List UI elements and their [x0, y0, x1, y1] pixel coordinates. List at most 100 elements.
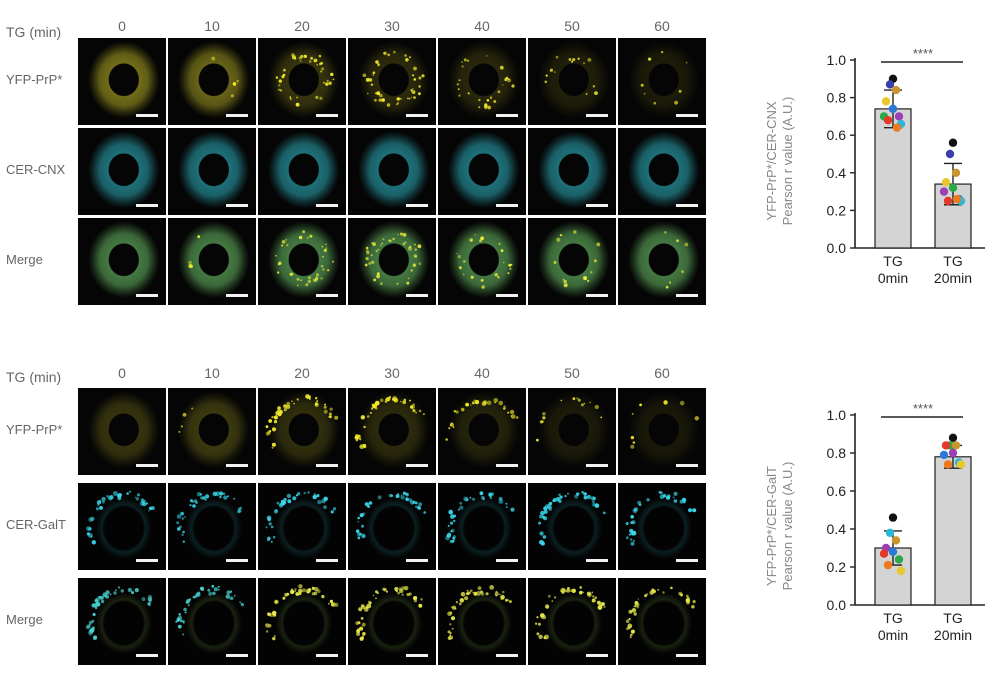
micrograph-yfp-30: [348, 388, 436, 475]
scale-bar: [676, 654, 698, 657]
y-tick-label: 0.0: [827, 240, 847, 256]
data-point: [883, 115, 893, 125]
scale-bar: [586, 559, 608, 562]
scale-bar: [496, 464, 518, 467]
row-label-cer: CER-GalT: [6, 517, 66, 532]
timepoint-0: 0: [118, 18, 126, 34]
micrograph-cer-0: [78, 128, 166, 215]
micrograph-cer-20: [258, 483, 346, 570]
micrograph-yfp-20: [258, 388, 346, 475]
data-point: [951, 441, 961, 450]
timepoint-30: 30: [384, 18, 400, 34]
y-tick-label: 1.0: [827, 52, 847, 68]
micrograph-yfp-50: [528, 388, 616, 475]
scale-bar: [136, 204, 158, 207]
bar-0: [874, 108, 912, 249]
row-label-yfp: YFP-PrP*: [6, 422, 63, 437]
data-point: [951, 168, 961, 177]
data-point: [883, 560, 893, 570]
data-point: [952, 194, 962, 204]
micrograph-cer-50: [528, 128, 616, 215]
micrograph-merge-40: [438, 578, 526, 665]
y-tick-label: 0.8: [827, 445, 847, 461]
timepoint-20: 20: [294, 365, 310, 381]
micrograph-yfp-60: [618, 388, 706, 475]
data-point: [941, 178, 951, 187]
data-point: [941, 441, 951, 450]
scale-bar: [226, 654, 248, 657]
micrograph-cer-10: [168, 128, 256, 215]
scale-bar: [316, 294, 338, 297]
micrograph-cer-30: [348, 128, 436, 215]
micrograph-cer-30: [348, 483, 436, 570]
bar-1: [934, 456, 972, 606]
micrograph-merge-40: [438, 218, 526, 305]
scale-bar: [496, 654, 518, 657]
scale-bar: [496, 294, 518, 297]
x-tick-label: TG: [943, 253, 962, 269]
scale-bar: [136, 464, 158, 467]
data-point: [939, 187, 949, 196]
timepoint-10: 10: [204, 365, 220, 381]
data-point: [956, 460, 966, 469]
scale-bar: [676, 559, 698, 562]
scale-bar: [406, 559, 428, 562]
scale-bar: [316, 559, 338, 562]
y-tick-label: 0.6: [827, 127, 847, 143]
micrograph-yfp-10: [168, 388, 256, 475]
scale-bar: [316, 464, 338, 467]
timepoint-50: 50: [564, 18, 580, 34]
data-point: [879, 549, 889, 558]
timepoint-30: 30: [384, 365, 400, 381]
data-point: [894, 555, 904, 564]
scale-bar: [406, 464, 428, 467]
panel-galt: TG (min) 0 10 20 30 40 50 60 YFP-PrP* CER-GalT M…: [0, 355, 1000, 685]
data-point: [943, 460, 953, 469]
micrograph-merge-60: [618, 578, 706, 665]
scale-bar: [586, 114, 608, 117]
timepoint-60: 60: [654, 365, 670, 381]
row-label-yfp: YFP-PrP*: [6, 72, 63, 87]
y-tick-label: 0.2: [827, 559, 847, 575]
scale-bar: [316, 114, 338, 117]
timepoint-20: 20: [294, 18, 310, 34]
micrograph-yfp-30: [348, 38, 436, 125]
y-tick-label: 0.4: [827, 521, 847, 537]
x-tick-label: 20min: [934, 627, 972, 643]
x-tick-label: TG: [883, 253, 902, 269]
micrograph-merge-10: [168, 218, 256, 305]
micrograph-yfp-0: [78, 38, 166, 125]
data-point: [945, 149, 955, 159]
timepoint-50: 50: [564, 365, 580, 381]
scale-bar: [406, 114, 428, 117]
micrograph-cer-50: [528, 483, 616, 570]
micrograph-yfp-20: [258, 38, 346, 125]
y-tick-label: 0.4: [827, 165, 847, 181]
micrograph-cer-10: [168, 483, 256, 570]
micrograph-cer-40: [438, 128, 526, 215]
scale-bar: [316, 204, 338, 207]
y-tick-label: 0.0: [827, 597, 847, 613]
data-point: [888, 513, 898, 522]
timepoint-0: 0: [118, 365, 126, 381]
scale-bar: [136, 114, 158, 117]
x-tick-label: TG: [943, 610, 962, 626]
y-tick-label: 1.0: [827, 407, 847, 423]
data-point: [885, 528, 895, 537]
panel-cnx: TG (min) 0 10 20 30 40 50 60 YFP-PrP* CER-CNX Me…: [0, 0, 1000, 330]
micrograph-merge-10: [168, 578, 256, 665]
data-point: [948, 448, 958, 458]
x-tick-label: TG: [883, 610, 902, 626]
micrograph-yfp-40: [438, 38, 526, 125]
x-tick-label: 0min: [878, 270, 908, 286]
significance-label: ****: [913, 46, 933, 61]
x-tick-label: 20min: [934, 270, 972, 286]
micrograph-cer-40: [438, 483, 526, 570]
micrograph-merge-0: [78, 218, 166, 305]
scale-bar: [226, 204, 248, 207]
row-label-merge: Merge: [6, 252, 43, 267]
scale-bar: [406, 294, 428, 297]
scale-bar: [676, 464, 698, 467]
